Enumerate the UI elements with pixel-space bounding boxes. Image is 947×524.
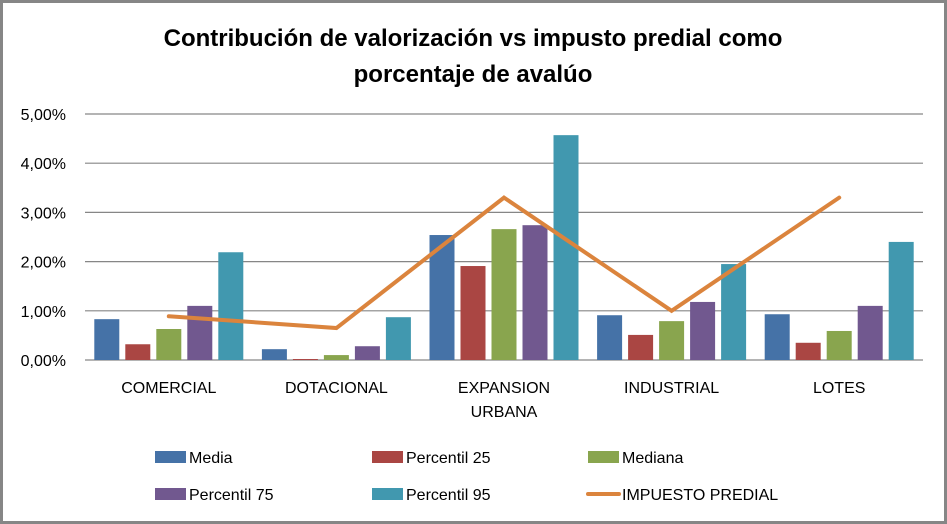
legend: Media Percentil 25 Mediana Percentil 75 Perc…: [155, 450, 778, 504]
bar-percentil-95-4: [888, 241, 914, 360]
legend-swatch: [155, 488, 186, 500]
legend-swatch: [155, 451, 186, 463]
legend-swatch: [372, 451, 403, 463]
y-tick-label: 0,00%: [21, 353, 66, 370]
y-tick-label: 3,00%: [21, 205, 66, 222]
bar-mediana-4: [826, 330, 852, 360]
bar-percentil-75-4: [857, 305, 883, 360]
chart-title-line-1: Contribución de valorización vs impusto …: [164, 25, 783, 52]
bars: [94, 135, 914, 360]
bar-percentil-25-2: [460, 266, 486, 360]
bar-mediana-0: [156, 329, 182, 360]
legend-item-percentil-25: Percentil 25: [372, 450, 491, 467]
line-series-impuesto-predial: [166, 195, 842, 331]
chart-title-line-2: porcentaje de avalúo: [354, 61, 593, 88]
x-category-label: DOTACIONAL: [285, 380, 388, 397]
legend-label: Percentil 75: [189, 487, 274, 504]
bar-percentil-95-1: [385, 317, 411, 360]
chart-title: Contribución de valorización vs impusto …: [164, 25, 783, 88]
legend-item-media: Media: [155, 450, 233, 467]
legend-item-percentil-95: Percentil 95: [372, 487, 491, 504]
bar-percentil-75-0: [187, 305, 213, 360]
legend-label: Percentil 95: [406, 487, 491, 504]
bar-percentil-75-3: [690, 301, 716, 360]
x-category-label: LOTES: [813, 380, 865, 397]
bar-media-0: [94, 319, 120, 360]
y-tick-label: 1,00%: [21, 304, 66, 321]
x-category-label: EXPANSION: [458, 380, 550, 397]
bar-percentil-95-2: [553, 135, 579, 360]
bar-media-2: [429, 235, 455, 360]
legend-label: Percentil 25: [406, 450, 491, 467]
legend-label: IMPUESTO PREDIAL: [622, 487, 778, 504]
impuesto-predial-line: [166, 195, 842, 331]
bar-mediana-3: [659, 321, 685, 360]
x-axis-category-labels: COMERCIAL DOTACIONAL EXPANSION URBANA INDUST…: [121, 380, 865, 421]
legend-swatch: [588, 451, 619, 463]
bar-mediana-1: [323, 355, 349, 360]
y-tick-label: 5,00%: [21, 107, 66, 124]
bar-media-1: [261, 349, 287, 360]
bar-percentil-95-3: [721, 264, 747, 360]
bar-media-4: [764, 314, 790, 360]
legend-item-mediana: Mediana: [588, 450, 683, 467]
legend-label: Mediana: [622, 450, 683, 467]
bar-percentil-25-4: [795, 342, 821, 360]
bar-mediana-2: [491, 229, 517, 360]
bar-percentil-95-0: [218, 252, 244, 360]
y-tick-label: 4,00%: [21, 156, 66, 173]
legend-label: Media: [189, 450, 233, 467]
bar-percentil-25-1: [292, 359, 318, 360]
y-tick-label: 2,00%: [21, 255, 66, 272]
x-category-label: COMERCIAL: [121, 380, 216, 397]
x-category-label: INDUSTRIAL: [624, 380, 719, 397]
legend-item-percentil-75: Percentil 75: [155, 487, 274, 504]
bar-percentil-75-2: [522, 225, 548, 360]
bar-percentil-25-3: [628, 334, 654, 360]
bar-media-3: [597, 315, 623, 360]
bar-percentil-25-0: [125, 344, 151, 360]
legend-swatch: [372, 488, 403, 500]
legend-item-impuesto-predial: IMPUESTO PREDIAL: [586, 487, 778, 504]
x-category-label: URBANA: [471, 404, 538, 421]
bar-percentil-75-1: [354, 346, 380, 360]
y-axis-tick-labels: 0,00% 1,00% 2,00% 3,00% 4,00% 5,00%: [21, 107, 66, 370]
